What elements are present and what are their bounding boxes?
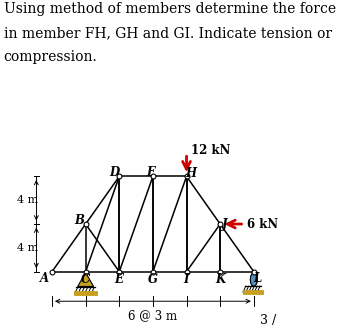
Text: A: A bbox=[40, 272, 49, 285]
Ellipse shape bbox=[250, 273, 257, 286]
Text: K: K bbox=[215, 273, 225, 286]
Text: G: G bbox=[148, 273, 158, 286]
Text: C: C bbox=[81, 273, 90, 286]
Text: D: D bbox=[109, 166, 119, 179]
Text: J: J bbox=[222, 217, 227, 231]
Text: compression.: compression. bbox=[4, 50, 97, 64]
Text: in member FH, GH and GI. Indicate tension or: in member FH, GH and GI. Indicate tensio… bbox=[4, 26, 332, 40]
Text: Using method of members determine the force: Using method of members determine the fo… bbox=[4, 2, 336, 16]
Text: E: E bbox=[115, 273, 124, 286]
Text: 4 m: 4 m bbox=[16, 195, 38, 205]
Text: B: B bbox=[75, 214, 84, 227]
Text: I: I bbox=[184, 273, 189, 286]
Polygon shape bbox=[78, 273, 93, 286]
Text: 6 kN: 6 kN bbox=[247, 217, 278, 231]
Text: 12 kN: 12 kN bbox=[191, 144, 230, 157]
Text: 6 @ 3 m: 6 @ 3 m bbox=[128, 309, 177, 322]
Text: H: H bbox=[185, 167, 196, 180]
Text: 4 m: 4 m bbox=[16, 243, 38, 253]
Text: 3 /: 3 / bbox=[260, 314, 276, 327]
Text: F: F bbox=[146, 166, 154, 179]
Text: L: L bbox=[253, 272, 261, 285]
